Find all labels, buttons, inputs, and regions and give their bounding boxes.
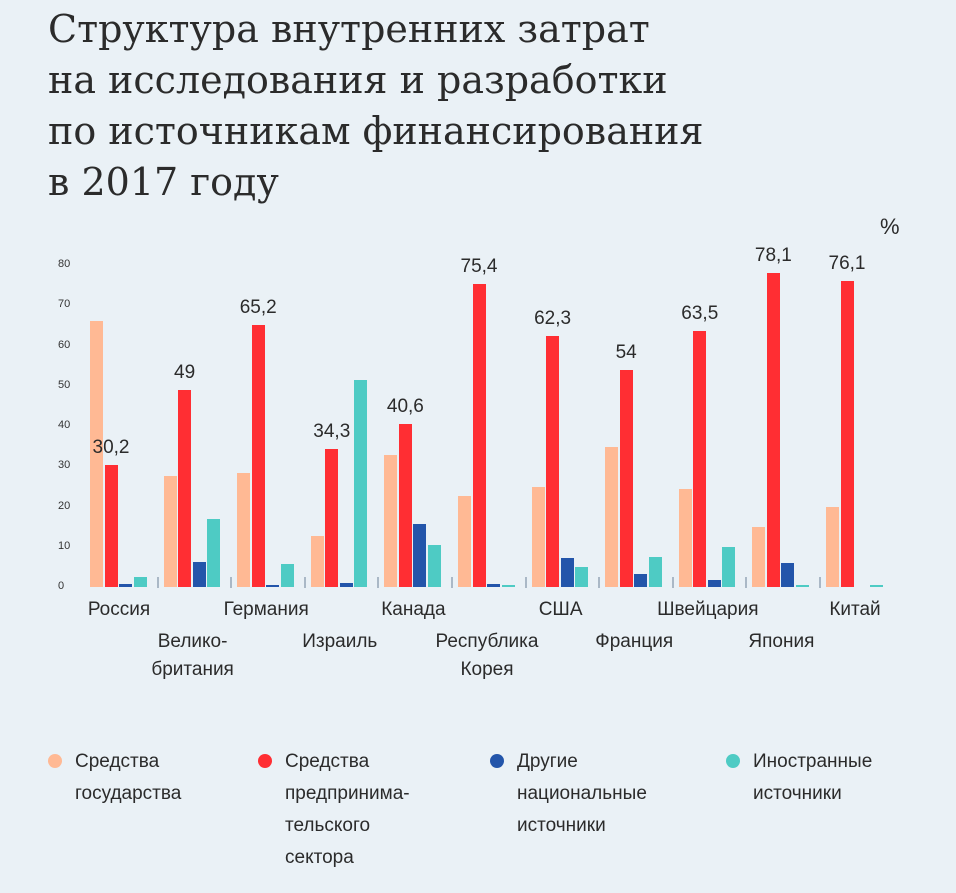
legend-label: Средства предпринима- тельского сектора <box>285 751 410 868</box>
legend-marker <box>48 754 62 768</box>
bar-4 <box>648 557 662 587</box>
category-label: Швейцария <box>657 599 759 620</box>
bar-3 <box>413 523 427 587</box>
bar-4 <box>354 379 368 587</box>
bar-2 <box>178 389 192 587</box>
y-tick-label: 20 <box>58 499 71 512</box>
bar-1 <box>90 321 103 587</box>
bar-3 <box>487 584 500 587</box>
group-separator <box>745 577 748 588</box>
category-label: Канада <box>381 599 446 620</box>
y-tick-label: 60 <box>58 338 71 351</box>
category-label: Израиль <box>302 631 378 652</box>
bar-4 <box>280 563 294 587</box>
bar-4 <box>501 584 515 587</box>
y-tick-label: 70 <box>58 298 71 311</box>
legend-marker <box>726 754 740 768</box>
y-tick-label: 10 <box>58 539 71 552</box>
y-tick-label: 40 <box>58 419 71 431</box>
bar-3 <box>266 585 280 587</box>
y-tick-label: 80 <box>58 258 71 270</box>
bar-2 <box>104 465 118 587</box>
group-separator <box>377 577 380 588</box>
category-label: США <box>538 599 583 620</box>
bar-4 <box>207 518 221 587</box>
bar-4 <box>575 566 589 587</box>
bar-2 <box>398 423 412 587</box>
legend-label: Иностранные источники <box>753 751 873 804</box>
legend-label: Средства государства <box>75 751 182 804</box>
category-label: Республика Корея <box>435 631 539 680</box>
bar-3 <box>707 580 721 587</box>
group-separator <box>819 577 821 588</box>
bar-1 <box>384 454 398 587</box>
data-label: 62,3 <box>534 308 572 330</box>
legend-marker <box>490 754 504 768</box>
bar-3 <box>560 558 574 587</box>
bar-1 <box>605 447 619 587</box>
y-tick-label: 30 <box>58 459 71 472</box>
bar-4 <box>795 584 809 587</box>
chart-title: Структура внутренних затрат на исследова… <box>48 4 703 208</box>
bar-1 <box>163 475 177 587</box>
bar-4 <box>722 546 736 587</box>
data-label: 49 <box>174 361 196 383</box>
bar-1 <box>458 496 471 587</box>
bar-3 <box>634 573 648 587</box>
bar-1 <box>237 473 251 587</box>
group-separator <box>303 577 306 588</box>
bar-3 <box>119 584 132 587</box>
unit-label: % <box>880 214 900 239</box>
bar-2 <box>840 280 854 587</box>
bar-1 <box>678 489 692 587</box>
bar-2 <box>619 369 633 587</box>
category-label: Китай <box>829 599 881 620</box>
group-separator <box>230 577 233 588</box>
bar-2 <box>251 324 265 587</box>
y-tick-label: 0 <box>58 580 65 592</box>
category-label: Германия <box>223 599 309 620</box>
bar-4 <box>133 576 147 587</box>
legend-label: Другие национальные источники <box>517 751 647 836</box>
data-label: 76,1 <box>828 252 866 274</box>
bar-1 <box>752 527 766 587</box>
group-separator <box>451 577 453 588</box>
title-line: в 2017 году <box>48 160 279 204</box>
data-label: 34,3 <box>313 420 351 442</box>
bar-2 <box>325 448 339 587</box>
bar-2 <box>766 272 780 587</box>
bar-1 <box>310 536 324 587</box>
title-line: Структура внутренних затрат <box>48 7 650 51</box>
bar-3 <box>339 582 353 587</box>
data-label: 63,5 <box>681 303 719 325</box>
bar-2 <box>693 331 707 587</box>
data-label: 30,2 <box>92 437 130 459</box>
category-label: Япония <box>748 631 815 652</box>
data-label: 65,2 <box>239 296 277 318</box>
group-separator <box>671 577 674 588</box>
bar-3 <box>192 562 206 587</box>
data-label: 40,6 <box>386 395 424 417</box>
group-separator <box>598 577 601 588</box>
bar-2 <box>472 283 486 587</box>
bar-1 <box>826 507 839 587</box>
category-label: Франция <box>595 631 674 652</box>
title-line: на исследования и разработки <box>48 58 668 102</box>
y-tick-label: 50 <box>58 378 71 391</box>
bar-3 <box>781 563 795 587</box>
bar-4 <box>869 584 883 587</box>
data-label: 75,4 <box>460 255 498 277</box>
bar-1 <box>531 486 545 587</box>
bar-2 <box>546 336 560 587</box>
legend-marker <box>258 754 272 768</box>
category-label: Россия <box>87 599 151 620</box>
category-label: Велико- британия <box>151 631 234 680</box>
title-line: по источникам финансирования <box>48 109 704 153</box>
group-separator <box>156 577 159 588</box>
data-label: 54 <box>615 341 637 363</box>
bar-4 <box>427 544 441 587</box>
data-label: 78,1 <box>754 244 792 266</box>
group-separator <box>524 577 527 588</box>
